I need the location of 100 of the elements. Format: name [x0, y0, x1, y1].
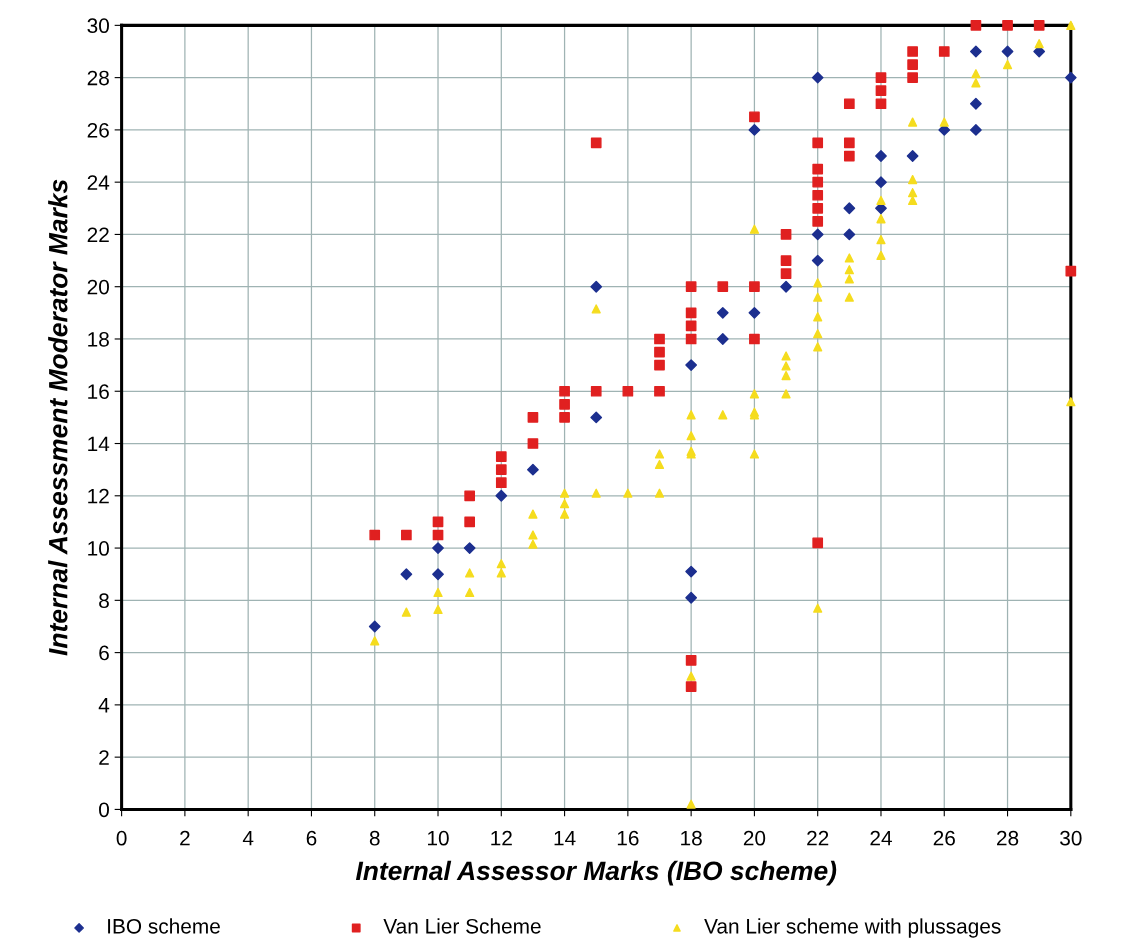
point [749, 111, 760, 123]
point [685, 359, 698, 372]
point [970, 19, 982, 31]
y-tick-label: 20 [87, 279, 109, 295]
point [1001, 45, 1014, 58]
point [811, 228, 824, 241]
point [432, 542, 444, 554]
y-tick-label: 14 [88, 436, 110, 452]
point [843, 202, 856, 215]
x-tick-label: 0 [116, 830, 127, 846]
point [527, 463, 539, 476]
point [812, 202, 824, 214]
point [527, 438, 539, 449]
point [463, 542, 476, 554]
point [875, 176, 887, 189]
y-tick-label: 28 [87, 70, 109, 86]
point [1033, 19, 1045, 31]
point [1065, 265, 1077, 277]
x-axis-title: Internal Assessor Marks (IBO scheme) [355, 860, 837, 886]
legend-label: Van Lier Scheme [383, 918, 541, 934]
point [654, 333, 665, 345]
point [970, 124, 982, 136]
point [559, 398, 570, 410]
y-tick-label: 26 [87, 122, 109, 138]
x-tick-label: 28 [997, 830, 1019, 846]
point [780, 255, 792, 266]
point [527, 412, 539, 423]
x-tick-label: 18 [681, 830, 702, 846]
x-tick-label: 10 [428, 830, 449, 846]
x-tick-label: 16 [617, 830, 639, 846]
point [907, 72, 918, 83]
point [780, 280, 792, 293]
x-tick-label: 12 [491, 830, 512, 846]
point [907, 59, 918, 70]
y-tick-label: 16 [88, 384, 109, 399]
point [970, 45, 982, 58]
x-tick-label: 24 [870, 830, 892, 846]
point [843, 228, 856, 241]
point [875, 98, 887, 110]
point [685, 591, 698, 604]
point [685, 307, 697, 319]
x-tick-label: 4 [242, 831, 254, 846]
point [401, 529, 412, 541]
x-tick-label: 20 [743, 830, 766, 846]
point [464, 516, 476, 528]
point [875, 72, 887, 83]
point [717, 281, 729, 293]
point [369, 529, 381, 541]
y-tick-label: 30 [87, 18, 109, 34]
point [970, 97, 982, 110]
point [590, 385, 602, 397]
point [400, 568, 413, 581]
point [622, 385, 634, 397]
y-tick-label: 2 [99, 750, 109, 765]
point [368, 620, 381, 633]
point [495, 477, 507, 489]
x-tick-label: 22 [807, 830, 829, 846]
y-tick-label: 22 [87, 227, 109, 242]
point [906, 150, 919, 162]
y-axis-title: Internal Assessment Moderator Marks [48, 179, 68, 656]
point [907, 46, 918, 57]
y-tick-label: 18 [88, 331, 109, 347]
point [811, 71, 824, 84]
point [780, 229, 792, 240]
point [559, 385, 570, 397]
point [812, 137, 824, 149]
point [1002, 19, 1013, 31]
point [685, 655, 697, 666]
point [716, 306, 729, 319]
point [812, 537, 824, 549]
y-tick-label: 8 [99, 593, 109, 609]
point [843, 137, 855, 149]
legend-label: IBO scheme [108, 918, 220, 934]
point [812, 163, 824, 175]
x-tick-label: 8 [369, 830, 380, 846]
x-tick-label: 6 [306, 830, 317, 846]
point [780, 268, 792, 279]
point [495, 464, 507, 476]
point [495, 489, 508, 502]
y-tick-label: 24 [87, 175, 110, 190]
point [464, 490, 476, 502]
point [654, 385, 665, 397]
point [749, 281, 760, 293]
y-tick-label: 10 [88, 541, 109, 556]
point [654, 346, 665, 358]
y-tick-label: 12 [88, 488, 109, 504]
legend-label: Van Lier scheme with plussages [704, 918, 1001, 938]
point [559, 412, 570, 423]
point [938, 46, 950, 57]
point [843, 150, 855, 162]
point [590, 411, 603, 424]
y-tick-label: 4 [98, 698, 110, 713]
point [654, 359, 665, 371]
x-tick-label: 26 [933, 830, 955, 846]
point [685, 681, 697, 692]
point [432, 568, 444, 581]
point [811, 254, 824, 267]
point [685, 281, 697, 293]
point [875, 150, 887, 162]
point [749, 333, 760, 345]
